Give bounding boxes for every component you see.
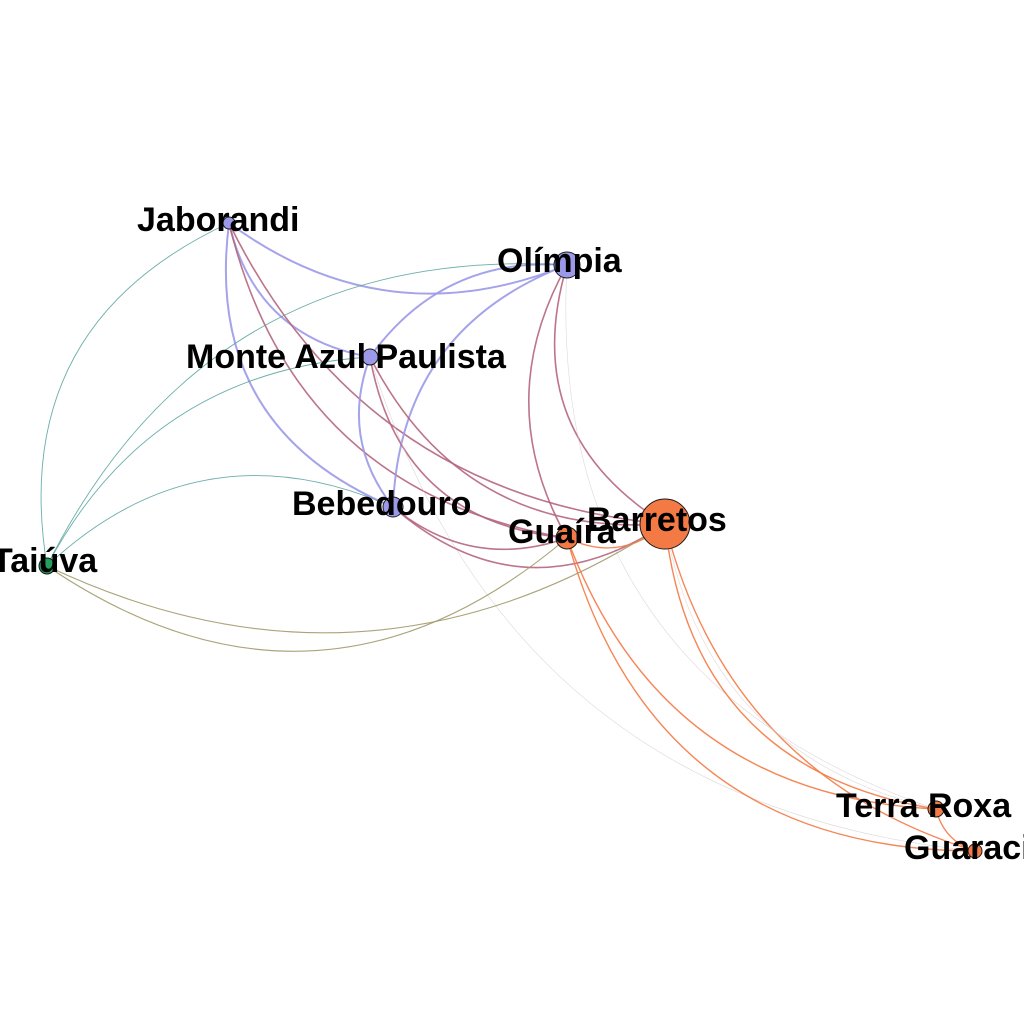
- node-taiuva[interactable]: [38, 557, 56, 575]
- node-barretos[interactable]: [639, 498, 691, 550]
- node-monte_azul[interactable]: [361, 348, 379, 366]
- edge-bebedouro-taiuva: [46, 475, 394, 567]
- node-label-guaira: Guaíra: [508, 513, 617, 551]
- edge-olimpia-barretos: [553, 264, 666, 525]
- edge-olimpia-bebedouro: [392, 264, 568, 508]
- edge-bebedouro-guaira: [392, 506, 568, 551]
- edge-monte_azul-barretos: [369, 356, 666, 526]
- node-label-bebedouro: Bebedouro: [292, 485, 471, 523]
- edge-jaborandi-taiuva: [40, 222, 230, 567]
- label-layer: Jaborandi Olímpia Monte Azul Paulista Bebed…: [0, 201, 1024, 867]
- node-bebedouro[interactable]: [382, 496, 404, 518]
- node-label-barretos: Barretos: [587, 501, 727, 539]
- edge-guaira-guaraci: [566, 537, 976, 852]
- edge-guaira-terra_roxa: [566, 537, 937, 810]
- node-olimpia[interactable]: [553, 251, 581, 279]
- edge-olimpia-terra_roxa: [565, 264, 937, 810]
- node-label-jaborandi: Jaborandi: [137, 201, 299, 239]
- node-guaira[interactable]: [555, 526, 579, 550]
- node-label-olimpia: Olímpia: [497, 242, 623, 280]
- node-label-guaraci: Guaraci: [904, 829, 1024, 867]
- node-jaborandi[interactable]: [222, 216, 236, 230]
- edge-barretos-terra_roxa: [664, 523, 937, 810]
- node-label-monte_azul: Monte Azul Paulista: [186, 338, 507, 376]
- edge-olimpia-taiuva: [46, 263, 568, 567]
- node-guaraci[interactable]: [967, 843, 983, 859]
- edge-jaborandi-bebedouro: [224, 222, 394, 508]
- edge-barretos-terra_roxa: [664, 523, 937, 810]
- edge-jaborandi-guaira: [228, 222, 568, 539]
- node-terra_roxa[interactable]: [927, 800, 945, 818]
- node-label-taiuva: Taiúva: [0, 542, 98, 580]
- edge-jaborandi-barretos: [228, 222, 666, 525]
- edge-jaborandi-olimpia: [228, 222, 568, 295]
- edge-monte_azul-taiuva: [46, 356, 371, 567]
- edge-taiuva-guaira: [46, 537, 568, 652]
- edge-monte_azul-bebedouro: [357, 356, 394, 508]
- edge-olimpia-monte_azul: [369, 263, 568, 358]
- edge-monte_azul-guaraci: [369, 356, 976, 852]
- edge-olimpia-guaira: [527, 264, 568, 539]
- edge-monte_azul-guaira: [369, 356, 568, 539]
- node-label-terra_roxa: Terra Roxa: [836, 787, 1012, 825]
- node-layer: [38, 216, 983, 859]
